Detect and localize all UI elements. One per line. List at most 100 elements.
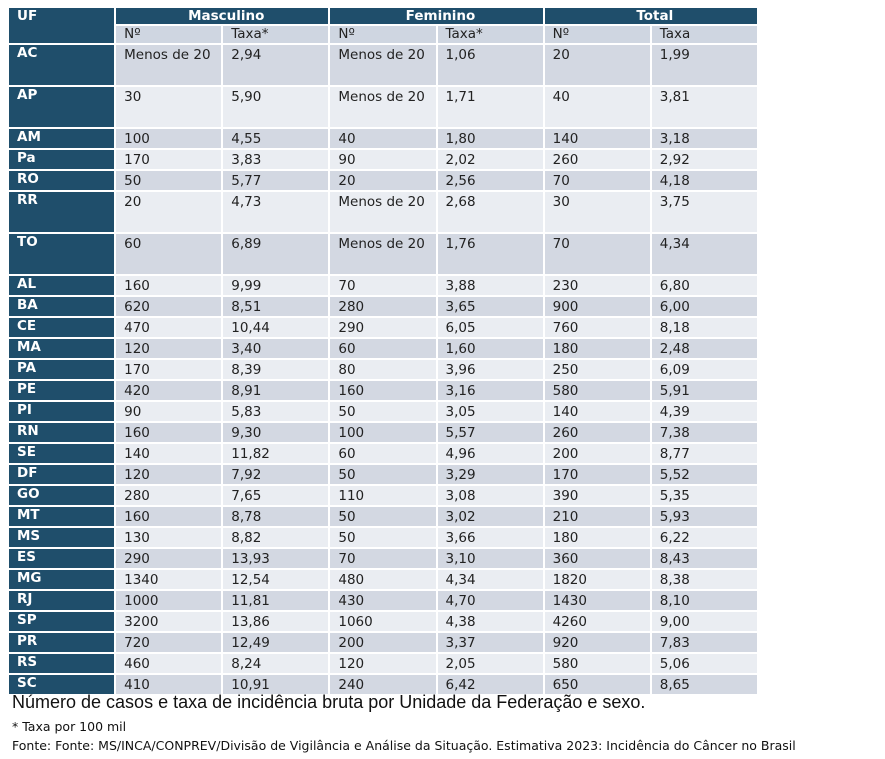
table-row: RR 20 4,73 Menos de 20 2,68 30 3,75 [9, 192, 757, 232]
cell-total-taxa: 8,43 [651, 549, 757, 568]
cell-masc-n: 60 [116, 234, 222, 274]
cell-total-taxa: 5,06 [651, 654, 757, 673]
subheader-total-taxa: Taxa [651, 26, 757, 43]
cell-masc-n: 470 [116, 318, 222, 337]
uf-cell: TO [9, 234, 115, 274]
cell-total-n: 360 [544, 549, 650, 568]
subheader-masc-n: Nº [116, 26, 222, 43]
table-row: RN 160 9,30 100 5,57 260 7,38 [9, 423, 757, 442]
table-row: GO 280 7,65 110 3,08 390 5,35 [9, 486, 757, 505]
cell-masc-taxa: 8,78 [223, 507, 329, 526]
cell-masc-taxa: 8,82 [223, 528, 329, 547]
cell-total-n: 40 [544, 87, 650, 127]
cell-total-n: 70 [544, 234, 650, 274]
cell-fem-taxa: 2,05 [437, 654, 543, 673]
cell-total-n: 920 [544, 633, 650, 652]
subheader-fem-taxa: Taxa* [437, 26, 543, 43]
rate-footnote: * Taxa por 100 mil [12, 719, 127, 734]
cell-masc-n: 420 [116, 381, 222, 400]
cell-total-n: 70 [544, 171, 650, 190]
cell-total-n: 580 [544, 381, 650, 400]
cell-masc-taxa: 8,91 [223, 381, 329, 400]
table-row: SC 410 10,91 240 6,42 650 8,65 [9, 675, 757, 694]
cell-masc-n: Menos de 20 [116, 45, 222, 85]
cell-masc-n: 140 [116, 444, 222, 463]
cell-masc-taxa: 4,73 [223, 192, 329, 232]
table-row: PA 170 8,39 80 3,96 250 6,09 [9, 360, 757, 379]
uf-cell: MG [9, 570, 115, 589]
cell-masc-n: 170 [116, 150, 222, 169]
cell-total-taxa: 8,77 [651, 444, 757, 463]
cell-fem-n: 80 [330, 360, 436, 379]
group-header-masculino: Masculino [116, 8, 329, 24]
cell-fem-n: 110 [330, 486, 436, 505]
cell-fem-taxa: 4,96 [437, 444, 543, 463]
uf-cell: PE [9, 381, 115, 400]
table-row: AL 160 9,99 70 3,88 230 6,80 [9, 276, 757, 295]
uf-cell: AC [9, 45, 115, 85]
cell-fem-taxa: 4,34 [437, 570, 543, 589]
cell-total-n: 1430 [544, 591, 650, 610]
table-row: TO 60 6,89 Menos de 20 1,76 70 4,34 [9, 234, 757, 274]
cell-total-n: 760 [544, 318, 650, 337]
table-row: Pa 170 3,83 90 2,02 260 2,92 [9, 150, 757, 169]
cell-fem-n: 60 [330, 339, 436, 358]
cell-fem-n: 120 [330, 654, 436, 673]
cell-fem-n: 60 [330, 444, 436, 463]
cell-fem-taxa: 3,88 [437, 276, 543, 295]
table-caption: Número de casos e taxa de incidência bru… [12, 692, 646, 712]
cell-fem-n: 90 [330, 150, 436, 169]
cell-masc-taxa: 6,89 [223, 234, 329, 274]
cell-fem-taxa: 3,16 [437, 381, 543, 400]
table-row: MT 160 8,78 50 3,02 210 5,93 [9, 507, 757, 526]
cell-total-taxa: 5,93 [651, 507, 757, 526]
uf-cell: Pa [9, 150, 115, 169]
uf-cell: RS [9, 654, 115, 673]
cell-total-n: 1820 [544, 570, 650, 589]
source-citation: Fonte: Fonte: MS/INCA/CONPREV/Divisão de… [12, 738, 796, 753]
cell-fem-n: Menos de 20 [330, 192, 436, 232]
uf-cell: GO [9, 486, 115, 505]
cell-total-n: 140 [544, 402, 650, 421]
cell-fem-taxa: 3,02 [437, 507, 543, 526]
table-row: AP 30 5,90 Menos de 20 1,71 40 3,81 [9, 87, 757, 127]
cell-fem-n: 50 [330, 465, 436, 484]
cell-masc-n: 410 [116, 675, 222, 694]
cell-total-taxa: 4,39 [651, 402, 757, 421]
cell-fem-taxa: 1,60 [437, 339, 543, 358]
cell-fem-n: 50 [330, 528, 436, 547]
cell-masc-n: 280 [116, 486, 222, 505]
table-row: SE 140 11,82 60 4,96 200 8,77 [9, 444, 757, 463]
cell-total-n: 210 [544, 507, 650, 526]
cell-fem-taxa: 3,08 [437, 486, 543, 505]
uf-cell: MA [9, 339, 115, 358]
cell-masc-taxa: 12,49 [223, 633, 329, 652]
cell-fem-taxa: 1,71 [437, 87, 543, 127]
group-header-total: Total [544, 8, 757, 24]
cell-fem-taxa: 3,65 [437, 297, 543, 316]
cell-fem-n: 100 [330, 423, 436, 442]
cell-fem-n: 430 [330, 591, 436, 610]
cell-fem-taxa: 6,42 [437, 675, 543, 694]
cell-masc-n: 460 [116, 654, 222, 673]
cell-total-taxa: 3,18 [651, 129, 757, 148]
cell-total-n: 580 [544, 654, 650, 673]
cell-masc-n: 160 [116, 276, 222, 295]
cell-masc-taxa: 3,40 [223, 339, 329, 358]
cell-masc-taxa: 10,91 [223, 675, 329, 694]
cell-fem-taxa: 2,56 [437, 171, 543, 190]
table-body: AC Menos de 20 2,94 Menos de 20 1,06 20 1,99 AP… [9, 45, 757, 694]
cell-total-taxa: 5,35 [651, 486, 757, 505]
uf-cell: MS [9, 528, 115, 547]
cell-total-taxa: 3,75 [651, 192, 757, 232]
cell-masc-n: 90 [116, 402, 222, 421]
table-row: SP 3200 13,86 1060 4,38 4260 9,00 [9, 612, 757, 631]
cell-total-taxa: 6,80 [651, 276, 757, 295]
uf-cell: PR [9, 633, 115, 652]
cell-total-taxa: 4,34 [651, 234, 757, 274]
cell-fem-taxa: 2,02 [437, 150, 543, 169]
cell-fem-taxa: 3,96 [437, 360, 543, 379]
cell-masc-taxa: 12,54 [223, 570, 329, 589]
cell-masc-taxa: 13,93 [223, 549, 329, 568]
uf-cell: BA [9, 297, 115, 316]
